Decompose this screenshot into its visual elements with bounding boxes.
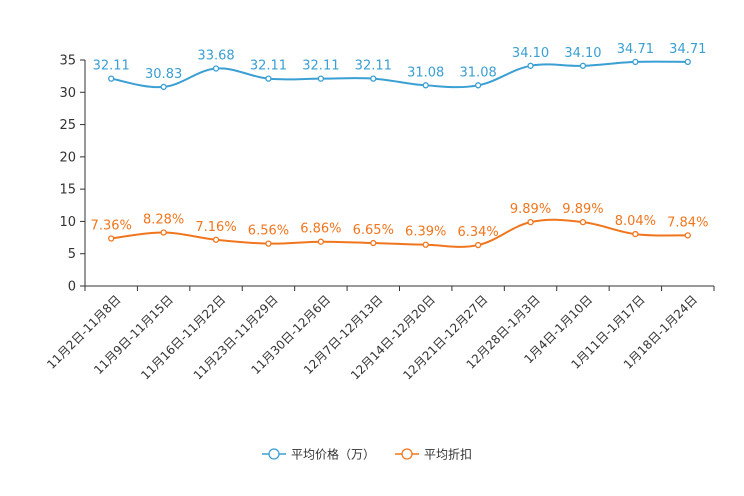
series-line [111,218,688,248]
data-label: 8.04% [615,214,656,229]
legend-label: 平均价格（万） [291,447,375,462]
data-point[interactable] [370,239,377,247]
data-label: 31.08 [460,65,497,80]
data-point[interactable] [265,240,272,247]
data-point[interactable] [317,238,325,245]
data-label: 6.86% [300,222,341,237]
data-point[interactable] [527,62,534,69]
data-point[interactable] [684,232,691,239]
data-label: 9.89% [562,202,603,217]
data-label: 32.11 [250,59,287,74]
data-point[interactable] [527,218,534,226]
series-2: 7.36% 8.28% 7.16% 6.56% 6.86% 6.65% 6.39% 6.34%… [91,202,708,249]
data-point[interactable] [370,75,377,82]
data-point[interactable] [160,83,167,91]
y-tick-label: 5 [68,247,76,262]
legend[interactable]: 平均价格（万） 平均折扣 [262,447,472,462]
legend-item-1[interactable]: 平均价格（万） [262,447,375,462]
data-point[interactable] [108,235,115,242]
data-point[interactable] [108,75,115,82]
data-point[interactable] [422,241,429,248]
y-tick-label: 35 [59,54,76,69]
data-point[interactable] [684,58,691,66]
data-point[interactable] [474,82,482,89]
data-label: 32.11 [355,59,392,74]
legend-label: 平均折扣 [424,447,472,462]
data-label: 31.08 [407,65,444,80]
data-label: 6.39% [405,225,446,240]
y-axis: 0 5 10 15 20 25 30 35 [59,54,86,295]
data-label: 32.11 [93,59,130,74]
data-point[interactable] [212,65,220,72]
data-point[interactable] [265,75,272,82]
data-point[interactable] [632,230,639,238]
data-label: 34.71 [669,42,706,57]
y-tick-label: 20 [59,150,76,165]
data-point[interactable] [474,241,482,249]
data-point[interactable] [579,62,587,69]
data-label: 30.83 [145,67,182,82]
y-tick-label: 25 [59,118,76,133]
legend-item-2[interactable]: 平均折扣 [395,447,472,462]
legend-marker-icon [268,448,280,460]
data-label: 34.10 [564,46,601,61]
data-label: 33.68 [197,49,234,64]
data-label: 7.84% [667,215,708,230]
series-line [111,60,688,89]
data-label: 6.34% [457,225,498,240]
y-tick-label: 15 [59,183,76,198]
series-1: 32.11 30.83 33.68 32.11 32.11 32.11 31.08 31.08… [93,42,706,91]
data-label: 7.36% [91,218,132,233]
data-label: 7.16% [195,220,236,235]
data-point[interactable] [160,229,167,236]
data-point[interactable] [579,218,587,226]
data-label: 6.65% [353,223,394,238]
x-axis: 11月2日-11月8日11月9日-11月15日11月16日-11月22日11月2… [44,285,715,383]
data-point[interactable] [212,236,220,243]
data-label: 34.71 [617,42,654,57]
data-label: 8.28% [143,213,184,228]
data-point[interactable] [632,58,639,66]
data-label: 9.89% [510,202,551,217]
legend-marker-icon [401,448,413,460]
series-layer: 32.11 30.83 33.68 32.11 32.11 32.11 31.08 31.08… [91,42,708,249]
y-tick-label: 10 [59,215,76,230]
data-label: 34.10 [512,46,549,61]
y-tick-label: 0 [68,280,76,295]
data-label: 32.11 [302,59,339,74]
data-point[interactable] [422,82,429,89]
data-label: 6.56% [248,224,289,239]
y-tick-label: 30 [59,86,76,101]
data-point[interactable] [317,75,325,82]
